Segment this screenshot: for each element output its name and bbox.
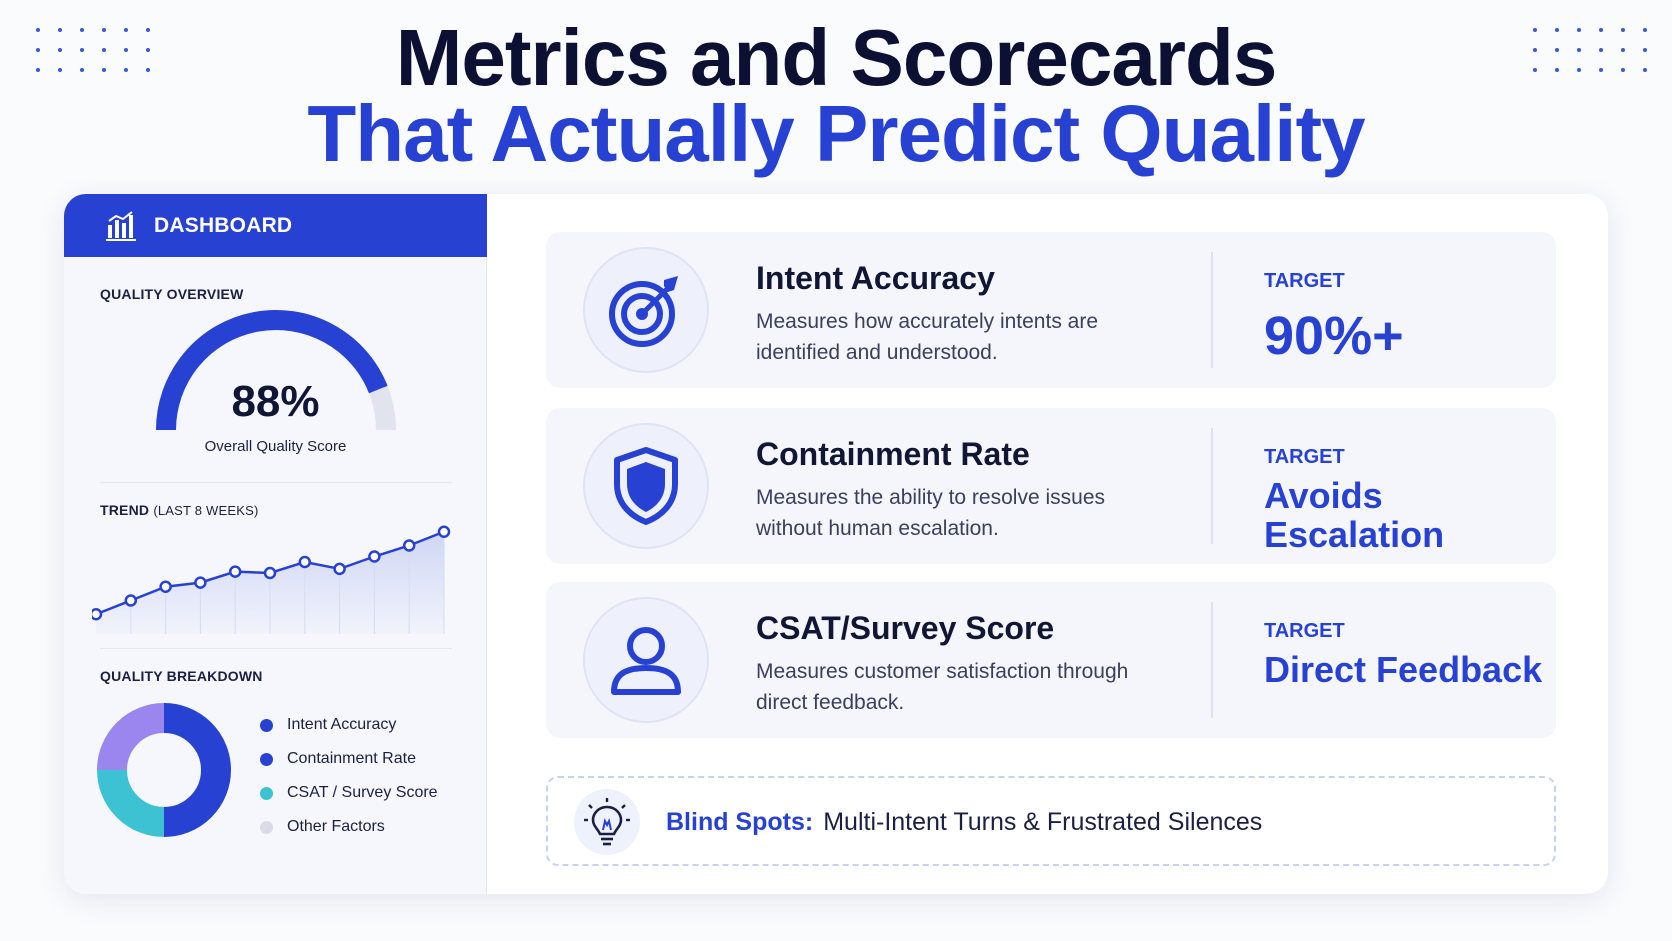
- donut-slice: [163, 703, 231, 837]
- trend-point: [368, 550, 381, 563]
- decorative-dots-right: [1533, 28, 1647, 72]
- trend-chart: [92, 525, 451, 634]
- target-label: TARGET: [1264, 270, 1345, 292]
- metric-title: Containment Rate: [756, 436, 1030, 472]
- metric-icon-container: [583, 423, 709, 549]
- trend-point: [298, 555, 312, 569]
- blind-spots-value: Multi-Intent Turns & Frustrated Silences: [823, 808, 1263, 836]
- metric-description: Measures customer satisfaction through d…: [756, 660, 1129, 714]
- metric-description: Measures how accurately intents are iden…: [756, 310, 1098, 364]
- dashboard-header: DASHBOARD: [64, 194, 487, 257]
- legend-label: Intent Accuracy: [287, 716, 397, 733]
- bar-chart-icon: [106, 210, 136, 241]
- legend-item-intent-accuracy: Intent Accuracy: [260, 708, 438, 742]
- trend-title: TREND: [100, 502, 150, 518]
- dashboard-panel: DASHBOARD QUALITY OVERVIEW 88% Overall Q…: [64, 194, 487, 894]
- trend-point: [437, 525, 451, 538]
- target-label: TARGET: [1264, 446, 1345, 468]
- trend-point: [159, 580, 172, 593]
- metric-card-intent-accuracy: Intent Accuracy Measures how accurately …: [546, 232, 1556, 388]
- divider: [100, 648, 452, 649]
- metric-card-csat-survey-score: CSAT/Survey Score Measures customer sati…: [546, 582, 1556, 738]
- trend-point: [263, 566, 277, 580]
- target-value: Direct Feedback: [1264, 649, 1543, 690]
- bulb-icon-container: [574, 789, 640, 855]
- metric-title: Intent Accuracy: [756, 260, 995, 296]
- page-title: Metrics and Scorecards: [395, 13, 1278, 102]
- user-icon: [611, 627, 681, 695]
- metric-icon-container: [583, 597, 709, 723]
- quality-score-value: 88%: [231, 377, 320, 426]
- decorative-dots-left: [36, 28, 150, 72]
- breakdown-donut-chart: [97, 703, 231, 837]
- trend-point: [228, 565, 242, 578]
- trend-sublabel: (LAST 8 WEEKS): [153, 503, 259, 518]
- legend-item-csat-survey-score: CSAT / Survey Score: [260, 776, 438, 810]
- legend-label: Containment Rate: [287, 750, 416, 767]
- metric-separator: [1211, 602, 1213, 718]
- donut-slice: [97, 703, 165, 771]
- quality-gauge: [156, 310, 396, 431]
- metric-description: Measures the ability to resolve issues w…: [756, 486, 1105, 540]
- legend-dot: [260, 786, 273, 800]
- metric-title: CSAT/Survey Score: [756, 610, 1055, 646]
- quality-score-caption: Overall Quality Score: [204, 438, 347, 455]
- trend-point: [92, 608, 103, 621]
- metric-separator: [1211, 428, 1213, 544]
- gauge-fill: [156, 310, 388, 431]
- page-subtitle: That Actually Predict Quality: [307, 89, 1365, 178]
- trend-point: [402, 539, 416, 552]
- blind-spots-label: Blind Spots:: [666, 808, 814, 836]
- legend-item-containment-rate: Containment Rate: [260, 742, 438, 776]
- trend-point: [333, 562, 346, 576]
- blind-spots-callout: Blind Spots: Multi-Intent Turns & Frustra…: [546, 776, 1556, 866]
- shield-icon: [614, 447, 678, 525]
- legend-dot: [260, 820, 273, 834]
- target-value: Avoids Escalation: [1264, 475, 1445, 555]
- metric-separator: [1211, 252, 1213, 368]
- target-value: 90%+: [1264, 306, 1404, 366]
- target-icon: [609, 276, 678, 347]
- target-label: TARGET: [1264, 620, 1345, 642]
- legend-dot: [260, 752, 273, 766]
- blind-spots-text: Blind Spots: Multi-Intent Turns & Frustra…: [666, 808, 1262, 837]
- trend-label: TREND (LAST 8 WEEKS): [100, 502, 258, 518]
- divider: [100, 482, 452, 483]
- dashboard-title: DASHBOARD: [154, 213, 293, 237]
- lightbulb-icon: [584, 798, 630, 846]
- legend-dot: [260, 718, 273, 732]
- trend-point: [194, 576, 207, 589]
- breakdown-legend: Intent Accuracy Containment Rate CSAT / …: [260, 708, 438, 844]
- metric-card-containment-rate: Containment Rate Measures the ability to…: [546, 408, 1556, 564]
- donut-slice: [97, 769, 165, 837]
- metric-icon-container: [583, 247, 709, 373]
- main-card: DASHBOARD QUALITY OVERVIEW 88% Overall Q…: [64, 194, 1608, 894]
- trend-point: [124, 594, 138, 607]
- legend-item-other-factors: Other Factors: [260, 810, 438, 844]
- legend-label: CSAT / Survey Score: [287, 784, 438, 801]
- legend-label: Other Factors: [287, 818, 385, 835]
- quality-overview-label: QUALITY OVERVIEW: [100, 286, 244, 302]
- quality-breakdown-label: QUALITY BREAKDOWN: [100, 668, 263, 684]
